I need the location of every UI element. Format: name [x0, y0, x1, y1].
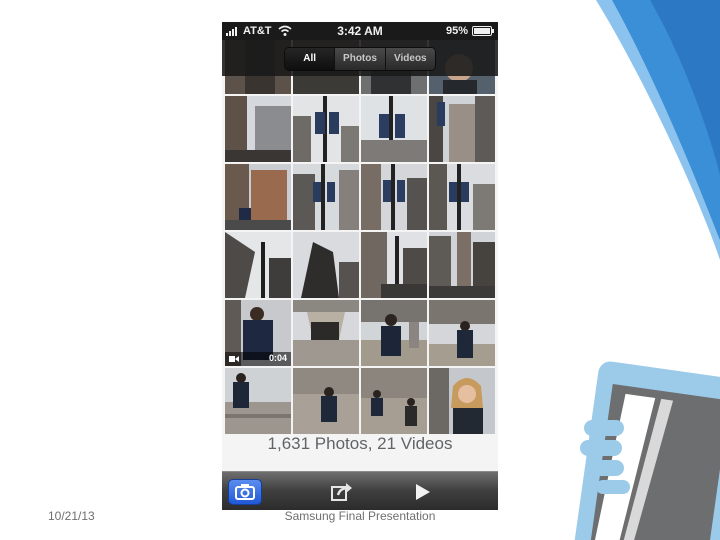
phone-screenshot: 0:04 AT&T [222, 22, 498, 510]
video-camera-icon [229, 356, 239, 362]
wifi-icon [278, 25, 292, 36]
photo-thumbnail[interactable] [429, 164, 495, 230]
segment-photos[interactable]: Photos [335, 48, 386, 70]
camera-icon [235, 484, 255, 500]
filter-bar: All Photos Videos [222, 40, 498, 76]
photo-thumbnail[interactable] [293, 164, 359, 230]
photo-thumbnail[interactable] [361, 300, 427, 366]
status-bar: AT&T 3:42 AM 95% [222, 22, 498, 40]
bottom-toolbar [222, 471, 498, 510]
carrier-group: AT&T [226, 22, 292, 40]
photo-thumbnail[interactable] [225, 164, 291, 230]
library-count: 1,631 Photos, 21 Videos [267, 434, 453, 453]
photo-thumbnail[interactable] [293, 300, 359, 366]
photo-thumbnail[interactable] [225, 96, 291, 162]
photo-thumbnail[interactable] [293, 232, 359, 298]
photo-thumbnail[interactable] [429, 368, 495, 434]
status-time: 3:42 AM [337, 24, 383, 38]
slide-footer-title: Samsung Final Presentation [284, 509, 436, 523]
photo-thumbnail[interactable] [293, 96, 359, 162]
photo-thumbnail[interactable] [361, 368, 427, 434]
segment-all[interactable]: All [285, 48, 336, 70]
camera-button[interactable] [228, 479, 262, 505]
photo-thumbnail[interactable] [293, 368, 359, 434]
photo-thumbnail[interactable] [429, 96, 495, 162]
photo-thumbnail[interactable] [429, 232, 495, 298]
slide-corner-band-deep [650, 0, 720, 175]
share-icon[interactable] [330, 481, 354, 503]
carrier-label: AT&T [243, 25, 272, 37]
signal-icon [226, 26, 240, 36]
photo-thumbnail[interactable] [361, 232, 427, 298]
video-thumbnail[interactable]: 0:04 [225, 300, 291, 366]
battery-group: 95% [445, 22, 494, 40]
photo-thumbnail[interactable] [225, 232, 291, 298]
segment-videos[interactable]: Videos [385, 48, 435, 70]
media-filter-segmented-control: All Photos Videos [284, 47, 436, 71]
hand-illustration [580, 420, 630, 494]
phone-illustration [573, 361, 720, 540]
battery-icon [472, 26, 494, 36]
photo-thumbnail[interactable] [225, 368, 291, 434]
play-icon[interactable] [412, 482, 432, 502]
slide-date: 10/21/13 [48, 509, 95, 523]
photo-thumbnail[interactable] [361, 164, 427, 230]
slide-page-number: 5 [683, 509, 690, 523]
video-badge: 0:04 [225, 352, 291, 366]
battery-percent: 95% [445, 25, 468, 37]
video-duration: 0:04 [268, 353, 287, 363]
photo-thumbnail[interactable] [361, 96, 427, 162]
photo-thumbnail[interactable] [429, 300, 495, 366]
